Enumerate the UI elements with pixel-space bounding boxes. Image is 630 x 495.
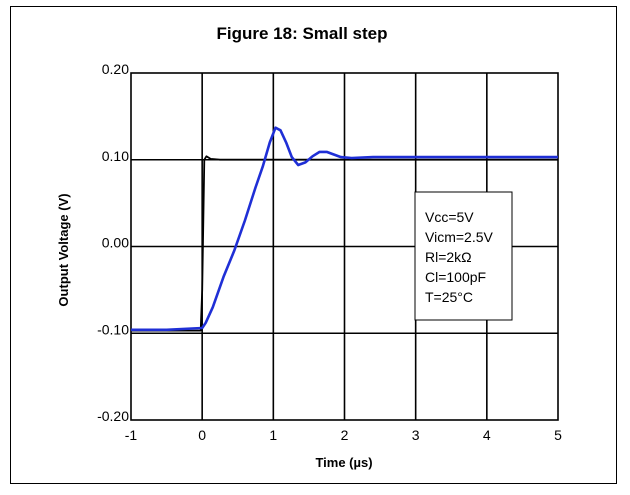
input-step-line (131, 155, 558, 332)
conditions-box-border (414, 191, 513, 321)
x-tick-label: 1 (269, 427, 277, 443)
chart-svg: Figure 18: Small step -1 0 1 2 3 4 5 -0.20 -0.10… (56, 24, 562, 470)
x-tick-label: -1 (125, 427, 138, 443)
condition-cl: Cl=100pF (425, 269, 486, 285)
x-tick-label: 0 (198, 427, 206, 443)
x-tick-label: 3 (412, 427, 420, 443)
y-tick-label: 0.10 (102, 148, 129, 164)
condition-vicm: Vicm=2.5V (425, 229, 493, 245)
x-tick-label: 4 (483, 427, 491, 443)
y-axis-label: Output Voltage (V) (56, 193, 71, 306)
plot-area: -1 0 1 2 3 4 5 -0.20 -0.10 0.00 0.10 0.20 (97, 61, 562, 443)
condition-temperature: T=25°C (425, 289, 473, 305)
y-tick-label: -0.10 (97, 321, 129, 337)
y-tick-label: 0.20 (102, 61, 129, 77)
y-tick-label: -0.20 (97, 408, 129, 424)
output-response-line (131, 126, 558, 332)
chart-title: Figure 18: Small step (217, 24, 388, 43)
x-axis-label: Time (µs) (315, 455, 372, 470)
x-tick-label: 5 (554, 427, 562, 443)
condition-vcc: Vcc=5V (425, 209, 474, 225)
figure-frame: Figure 18: Small step -1 0 1 2 3 4 5 -0.20 -0.10… (10, 6, 617, 484)
plot-border (130, 72, 559, 421)
condition-rl: Rl=2kΩ (425, 249, 472, 265)
conditions-box: Vcc=5V Vicm=2.5V Rl=2kΩ Cl=100pF T=25°C (414, 191, 513, 321)
x-tick-label: 2 (341, 427, 349, 443)
y-tick-label: 0.00 (102, 235, 129, 251)
